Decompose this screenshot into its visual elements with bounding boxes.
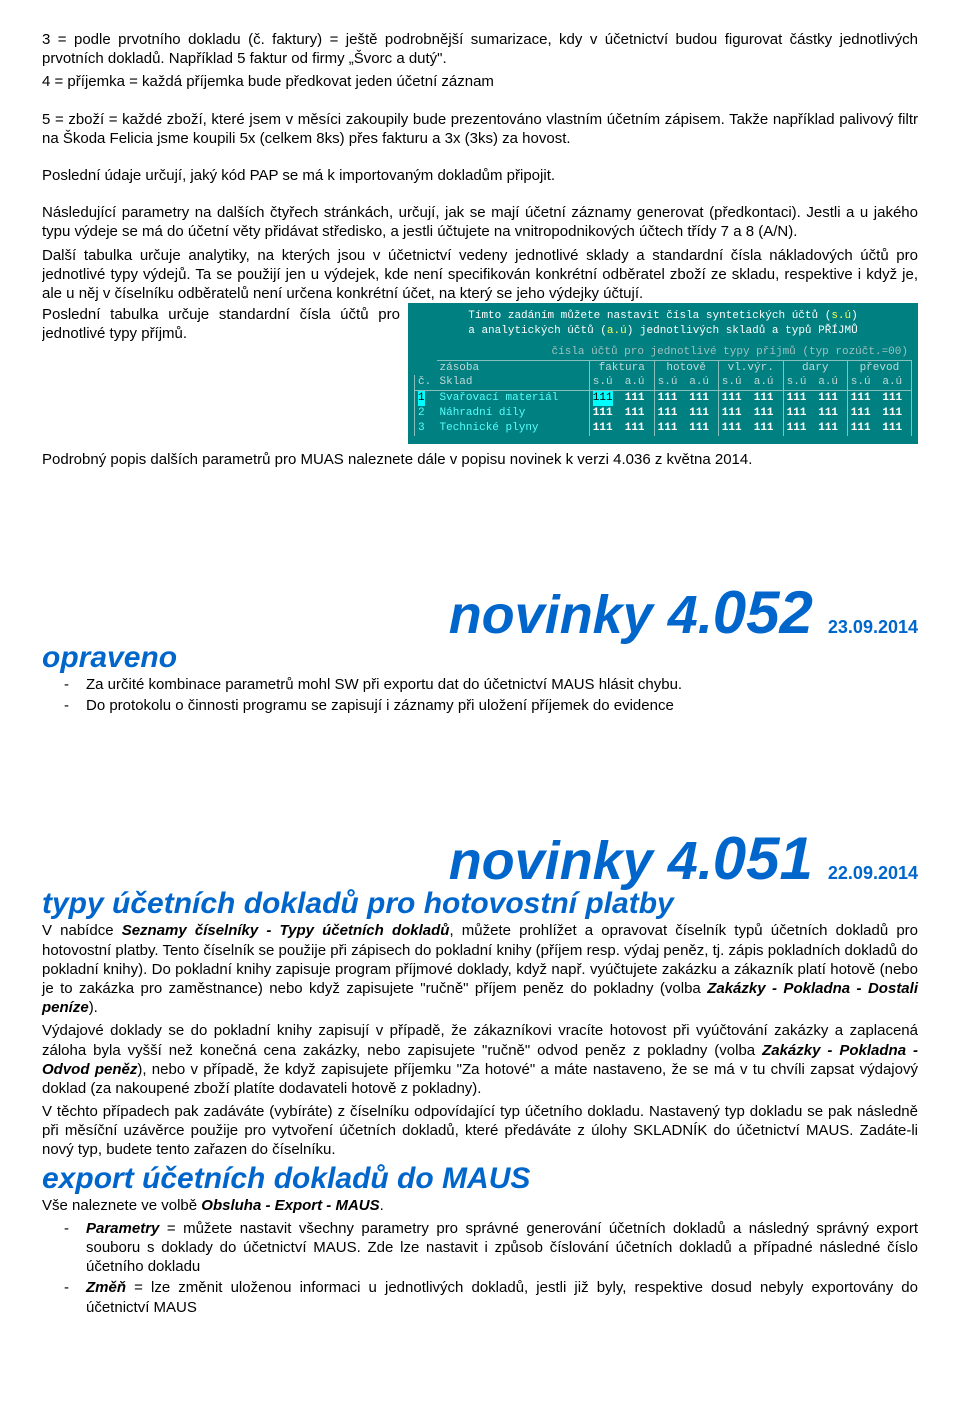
dos-table: zásoba faktura hotově vl.výr. dary převo… — [414, 360, 912, 436]
heading-051: novinky 4.051 22.09.2014 — [42, 829, 918, 889]
heading-052: novinky 4.052 23.09.2014 — [42, 583, 918, 643]
typy-p3: V těchto případech pak zadáváte (vybírát… — [42, 1102, 918, 1160]
list-item: Za určité kombinace parametrů mohl SW př… — [86, 675, 918, 694]
list-item: Změň = lze změnit uloženou informaci u j… — [86, 1278, 918, 1316]
dos-screenshot: Tímto zadáním můžete nastavit čísla synt… — [408, 303, 918, 444]
dos-g1: hotově — [654, 360, 718, 375]
dos-g4: převod — [847, 360, 911, 375]
dos-g3: dary — [783, 360, 847, 375]
para-2: Poslední údaje určují, jaký kód PAP se m… — [42, 166, 918, 185]
dos-hint2b: a.ú — [607, 325, 627, 337]
para-1b: 4 = příjemka = každá příjemka bude předk… — [42, 72, 918, 91]
section-opraveno: opraveno — [42, 643, 918, 673]
dos-hint2c: ) jednotlivých skladů a typů PŘÍJMŮ — [627, 325, 858, 337]
para-4: Další tabulka určuje analytiky, na který… — [42, 247, 918, 302]
dos-hint1b: s.ú — [831, 310, 851, 322]
dos-hint1: Tímto zadáním můžete nastavit čísla synt… — [468, 310, 831, 322]
para-6: Podrobný popis dalších parametrů pro MUA… — [42, 450, 918, 469]
dos-cols-label: čísla účtů pro jednotlivé typy příjmů (t… — [414, 345, 912, 360]
list-item: Parametry = můžete nastavit všechny para… — [86, 1219, 918, 1277]
para-1a: 3 = podle prvotního dokladu (č. faktury)… — [42, 30, 918, 68]
dos-hint2: a analytických účtů ( — [468, 325, 607, 337]
opraveno-list: Za určité kombinace parametrů mohl SW př… — [42, 675, 918, 715]
section-export: export účetních dokladů do MAUS — [42, 1164, 918, 1194]
dos-row-1: 2 Náhradní díly 111111 111111 111111 111… — [415, 406, 912, 421]
dos-g0: faktura — [589, 360, 654, 375]
dos-g2: vl.výr. — [718, 360, 783, 375]
section-typy: typy účetních dokladů pro hotovostní pla… — [42, 889, 918, 919]
para-1c: 5 = zboží = každé zboží, které jsem v mě… — [42, 110, 918, 148]
dos-group-zasoba: zásoba — [437, 360, 590, 375]
dos-row-0: 1 Svařovací materiál 111111 111111 11111… — [415, 391, 912, 406]
dos-hint1c: ) — [851, 310, 858, 322]
typy-p2: Výdajové doklady se do pokladní knihy za… — [42, 1021, 918, 1098]
dos-row-2: 3 Technické plyny 111111 111111 111111 1… — [415, 421, 912, 436]
list-item: Do protokolu o činnosti programu se zapi… — [86, 696, 918, 715]
dos-h-sklad: Sklad — [437, 375, 590, 390]
export-list: Parametry = můžete nastavit všechny para… — [42, 1219, 918, 1317]
para-3: Následující parametry na dalších čtyřech… — [42, 203, 918, 241]
dos-h-n: č. — [415, 375, 437, 390]
typy-p1: V nabídce Seznamy číselníky - Typy účetn… — [42, 921, 918, 1017]
export-p1: Vše naleznete ve volbě Obsluha - Export … — [42, 1196, 918, 1215]
